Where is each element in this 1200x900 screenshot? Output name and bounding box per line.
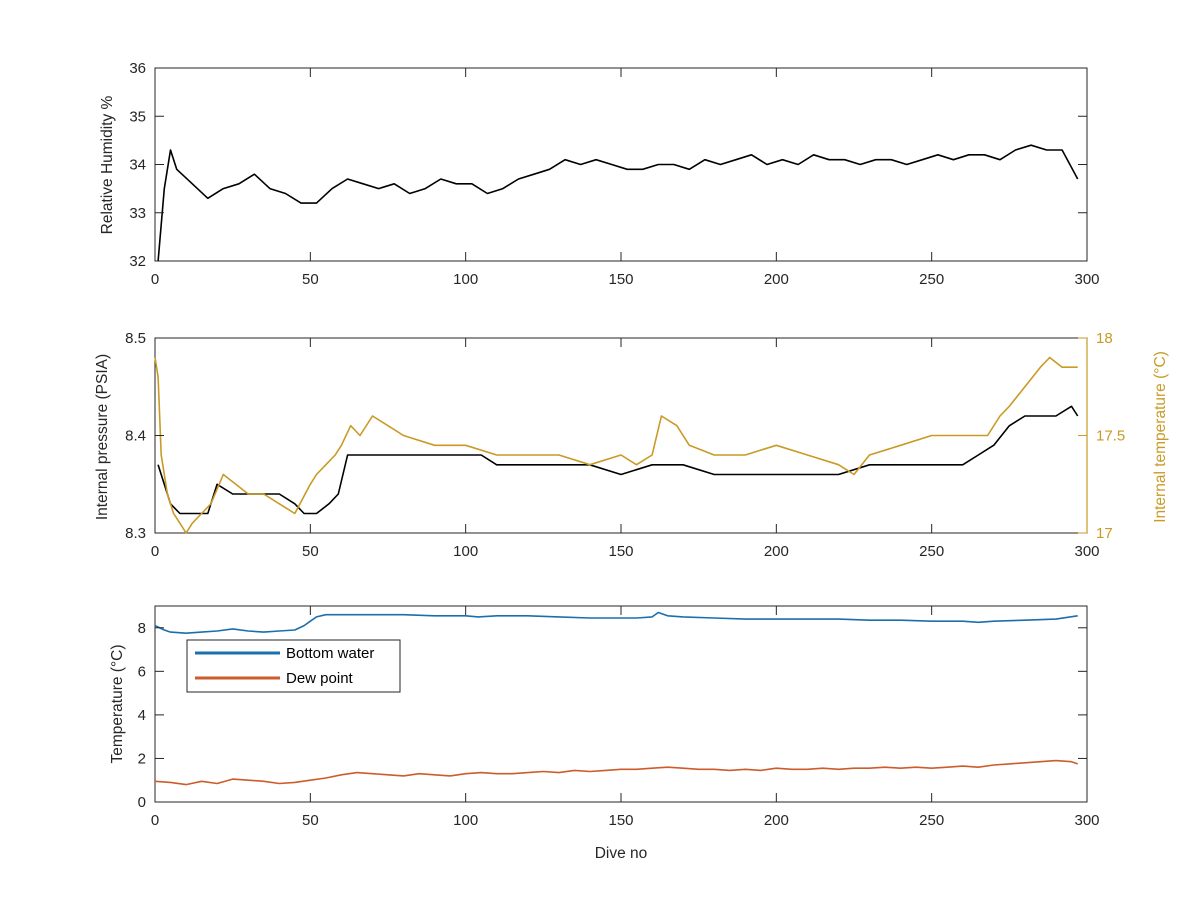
x-tick-label-0: 0 [151,812,159,829]
right-y-tick-label-18: 18 [1096,330,1113,347]
humidity-plot-box [154,67,1088,262]
y-tick-label-34: 34 [129,157,146,174]
humidity-series-layer [157,144,1079,262]
y-tick-label-8-4: 8.4 [125,428,146,445]
temperature-y-ticks: 0 2 4 6 8 [138,620,1087,811]
right-y-tick-label-17-5: 17.5 [1096,428,1125,445]
temperature-panel: 0 50 100 150 200 250 300 0 2 4 6 8 Temperature (°C… [109,605,1100,862]
humidity-y-axis-label: Relative Humidity % [99,95,116,234]
x-tick-label-150: 150 [608,543,633,560]
x-tick-label-250: 250 [919,812,944,829]
legend-label-dew-point: Dew point [286,670,354,687]
x-tick-label-250: 250 [919,543,944,560]
temperature-series-layer [154,611,1078,786]
x-tick-label-150: 150 [608,271,633,288]
humidity-panel: 0 50 100 150 200 250 300 32 33 34 35 36 Relative H… [99,60,1100,288]
x-tick-label-0: 0 [151,271,159,288]
series-line-right-axis [154,356,1078,534]
series-line-left-axis [157,405,1079,515]
y-tick-label-4: 4 [138,707,146,724]
x-tick-label-250: 250 [919,271,944,288]
x-tick-label-50: 50 [302,543,319,560]
y-tick-label-35: 35 [129,108,146,125]
y-tick-label-36: 36 [129,60,146,77]
pressure-y-ticks: 8.3 8.4 8.5 [125,330,164,542]
y-tick-label-32: 32 [129,253,146,270]
right-y-tick-label-17: 17 [1096,525,1113,542]
legend: Bottom water Dew point [186,639,401,693]
series-line-bottom-water [154,611,1078,635]
x-tick-label-100: 100 [453,271,478,288]
y-tick-label-33: 33 [129,205,146,222]
x-tick-label-50: 50 [302,271,319,288]
y-tick-label-8-5: 8.5 [125,330,146,347]
legend-box [186,639,401,693]
pressure-series-layer [154,356,1079,534]
legend-label-bottom-water: Bottom water [286,645,374,662]
pressure-panel: 0 50 100 150 200 250 300 8.3 8.4 8.5 17 17.5 18 In… [94,330,1169,560]
x-tick-label-200: 200 [764,271,789,288]
x-tick-label-150: 150 [608,812,633,829]
x-tick-label-300: 300 [1074,271,1099,288]
x-tick-label-100: 100 [453,543,478,560]
x-tick-label-200: 200 [764,812,789,829]
y-tick-label-8: 8 [138,620,146,637]
humidity-x-ticks: 0 50 100 150 200 250 300 [151,68,1100,288]
x-tick-label-300: 300 [1074,543,1099,560]
x-axis-label: Dive no [595,845,648,862]
x-tick-label-300: 300 [1074,812,1099,829]
series-line-line-0 [157,144,1079,262]
x-tick-label-100: 100 [453,812,478,829]
temperature-x-ticks: 0 50 100 150 200 250 300 [151,606,1100,829]
pressure-y-axis-label: Internal pressure (PSIA) [94,354,111,520]
temperature-y-axis-label: Temperature (°C) [109,644,126,763]
y-tick-label-0: 0 [138,794,146,811]
x-tick-label-0: 0 [151,543,159,560]
internal-temperature-y-axis-label: Internal temperature (°C) [1152,351,1169,523]
internal-temperature-y-ticks: 17 17.5 18 [1078,330,1125,542]
humidity-y-ticks: 32 33 34 35 36 [129,60,1087,270]
x-tick-label-50: 50 [302,812,319,829]
y-tick-label-2: 2 [138,750,146,767]
series-line-dew-point [154,759,1078,786]
x-tick-label-200: 200 [764,543,789,560]
temperature-plot-box [154,605,1088,803]
y-tick-label-8-3: 8.3 [125,525,146,542]
y-tick-label-6: 6 [138,663,146,680]
